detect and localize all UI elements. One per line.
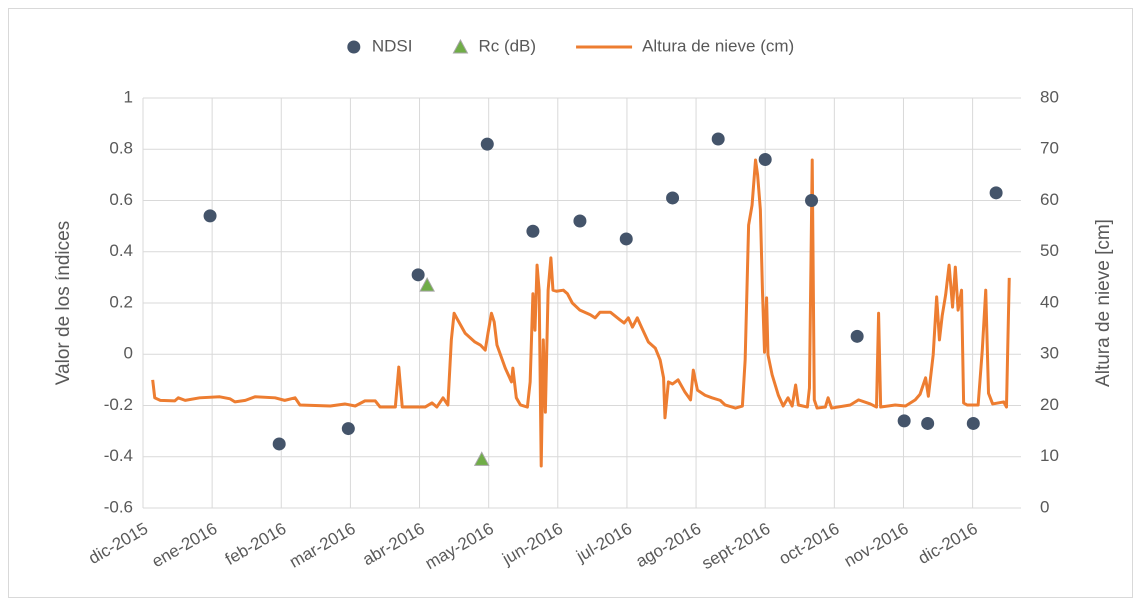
point xyxy=(473,451,490,466)
point xyxy=(480,137,494,151)
y-tick-label: 0.6 xyxy=(109,190,133,209)
point xyxy=(341,422,355,436)
point xyxy=(758,153,772,166)
y-axis-label: Valor de los índices xyxy=(53,221,74,385)
point xyxy=(203,209,217,223)
legend-marker xyxy=(347,40,361,54)
point xyxy=(526,224,540,238)
point xyxy=(711,132,725,146)
y2-axis-label: Altura de nieve [cm] xyxy=(1093,219,1114,387)
point xyxy=(419,277,435,292)
point xyxy=(411,268,425,282)
point xyxy=(619,232,633,246)
point xyxy=(897,414,911,428)
point xyxy=(921,416,935,430)
y-tick-label: 0.8 xyxy=(109,139,133,158)
y2-tick-label: 60 xyxy=(1040,190,1059,209)
y2-tick-label: 20 xyxy=(1040,395,1059,414)
point xyxy=(850,329,864,343)
y2-tick-label: 70 xyxy=(1040,139,1059,158)
y-tick-label: 0 xyxy=(124,344,133,363)
point xyxy=(573,214,587,228)
point xyxy=(272,437,286,451)
point xyxy=(805,194,819,207)
y2-tick-label: 30 xyxy=(1040,344,1059,363)
y2-tick-label: 0 xyxy=(1040,497,1049,516)
y-tick-label: 0.2 xyxy=(109,292,133,311)
y-tick-label: -0.2 xyxy=(104,395,133,414)
y-tick-label: 0.4 xyxy=(109,241,133,260)
legend-label: Rc (dB) xyxy=(478,36,536,55)
snow-depth-line xyxy=(151,158,1011,468)
point xyxy=(989,186,1003,200)
y-tick-label: -0.6 xyxy=(104,497,133,516)
y2-tick-label: 10 xyxy=(1040,446,1059,465)
y-tick-label: 1 xyxy=(124,87,133,106)
y2-tick-label: 50 xyxy=(1040,241,1059,260)
legend-label: Altura de nieve (cm) xyxy=(642,36,794,55)
y-tick-label: -0.4 xyxy=(104,446,133,465)
y2-tick-label: 80 xyxy=(1040,87,1059,106)
point xyxy=(666,191,680,205)
legend-marker xyxy=(452,38,469,54)
y2-tick-label: 40 xyxy=(1040,292,1059,311)
legend-label: NDSI xyxy=(372,36,413,55)
point xyxy=(966,416,980,430)
